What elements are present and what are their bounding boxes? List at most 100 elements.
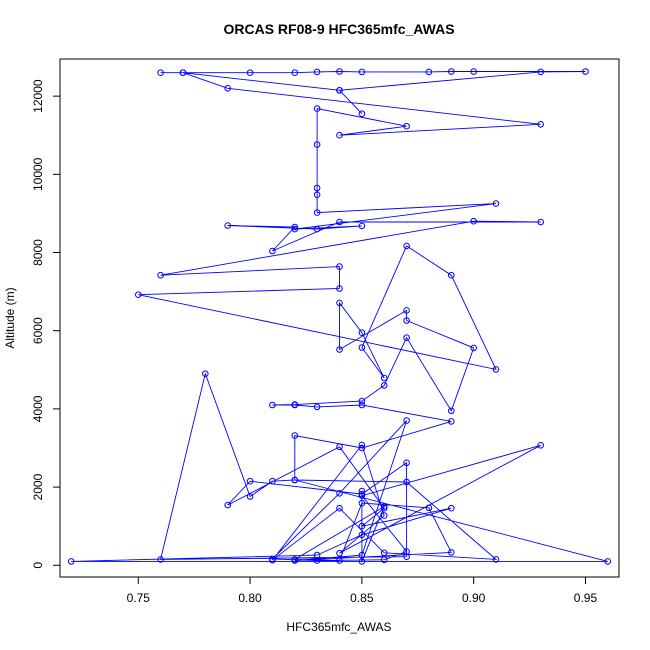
data-point [336,504,343,512]
data-point [269,401,276,409]
data-point [157,271,164,279]
x-tick-label: 0.95 [574,591,598,605]
x-axis-label: HFC365mfc_AWAS [286,620,391,634]
y-tick-label: 12000 [31,79,45,113]
data-point [179,69,187,76]
data-point [380,512,388,519]
data-point [313,184,321,192]
data-point [135,291,142,299]
data-point [313,209,321,216]
data-point [336,549,343,557]
data-point [313,191,321,198]
data-point [313,141,321,148]
data-point [336,263,343,270]
data-point [224,222,231,229]
data-point [246,477,254,485]
data-point [380,374,388,382]
data-point [291,556,299,563]
data-point [582,68,589,75]
data-point [403,459,410,467]
data-point [358,492,366,500]
data-point [358,531,366,539]
y-axis: 0 2000 4000 6000 8000 10000 12000 [31,79,61,569]
data-point [358,110,366,117]
data-point [403,417,410,424]
data-point [224,85,231,92]
x-tick-label: 0.80 [238,591,262,605]
data-point [448,271,455,279]
data-point [604,558,612,565]
y-tick-label: 0 [31,562,45,569]
data-point [448,68,455,75]
x-axis: 0.75 0.80 0.85 0.90 0.95 [127,576,598,605]
data-point [336,285,343,292]
series-line [71,71,608,562]
data-point [358,522,366,530]
data-point [448,504,455,512]
data-point [336,131,343,139]
y-tick-label: 6000 [31,317,45,344]
data-point [380,549,388,557]
data-point [425,68,433,76]
data-point [403,334,410,342]
data-point [313,105,321,112]
data-point [291,223,299,231]
data-point [358,444,366,452]
data-point [336,87,343,94]
data-point [336,68,343,75]
y-tick-label: 4000 [31,395,45,422]
data-point [313,225,321,233]
x-tick-label: 0.75 [127,591,151,605]
data-point [492,556,500,563]
data-point [291,401,299,409]
data-point [470,68,478,75]
data-point [157,69,164,76]
data-point [358,344,366,351]
data-point [380,382,388,389]
data-point [403,242,410,250]
data-point [470,217,478,225]
data-point [358,329,366,337]
y-axis-label: Altitude (m) [3,287,17,348]
data-point [269,247,276,255]
data-point [358,499,366,507]
data-point [358,222,366,230]
data-point [224,501,231,509]
data-point [358,401,366,409]
chart-title: ORCAS RF08-9 HFC365mfc_AWAS [223,21,454,37]
y-tick-label: 2000 [31,473,45,500]
data-point [448,418,455,425]
data-point [425,504,433,512]
data-point [246,493,254,500]
data-point [358,68,366,76]
data-point [448,407,455,415]
data-point [492,366,500,373]
series-layer [67,68,612,565]
data-point [537,218,545,226]
data-point [403,548,410,555]
data-point [313,403,321,411]
data-point [336,218,343,226]
data-point [358,397,366,405]
data-point [67,558,75,565]
data-point [291,225,299,233]
data-point [202,370,209,378]
data-point [448,549,455,556]
data-point [492,200,500,207]
x-tick-label: 0.85 [350,591,374,605]
data-point [336,299,343,307]
data-point [358,551,366,559]
y-tick-label: 10000 [31,157,45,191]
data-point [403,307,410,314]
y-tick-label: 8000 [31,239,45,266]
data-point [470,344,478,352]
data-point [358,441,366,449]
data-point [291,432,299,439]
data-point [269,555,276,563]
data-point [403,478,410,486]
data-point [246,69,254,76]
data-point [336,557,343,564]
data-point [313,68,321,76]
data-point [358,487,366,495]
